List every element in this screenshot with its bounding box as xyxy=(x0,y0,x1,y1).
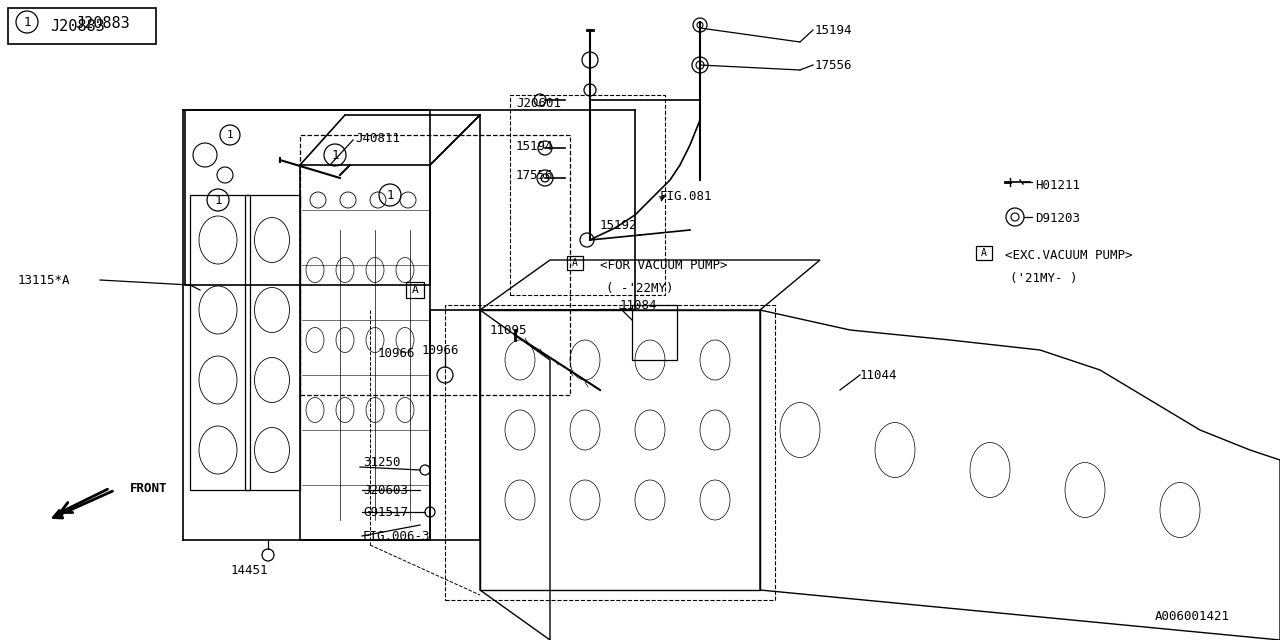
Text: ( -'22MY): ( -'22MY) xyxy=(605,282,673,294)
Text: FIG.006-3: FIG.006-3 xyxy=(364,529,430,543)
Bar xyxy=(300,135,570,395)
Text: 1: 1 xyxy=(214,193,221,207)
Bar xyxy=(977,246,992,260)
Text: ('21MY- ): ('21MY- ) xyxy=(1010,271,1078,285)
Text: 10966: 10966 xyxy=(422,344,460,356)
Text: 15194: 15194 xyxy=(815,24,852,36)
Bar xyxy=(509,95,666,295)
Bar xyxy=(406,282,424,298)
Text: 11084: 11084 xyxy=(620,298,658,312)
Text: J20883: J20883 xyxy=(76,15,129,31)
Text: J40811: J40811 xyxy=(355,131,401,145)
Text: FIG.081: FIG.081 xyxy=(660,189,713,202)
Text: 31250: 31250 xyxy=(364,456,401,470)
Bar xyxy=(300,165,430,540)
Text: 13115*A: 13115*A xyxy=(18,273,70,287)
Text: 10966: 10966 xyxy=(378,346,416,360)
Text: 11095: 11095 xyxy=(490,323,527,337)
Text: <EXC.VACUUM PUMP>: <EXC.VACUUM PUMP> xyxy=(1005,248,1133,262)
Bar xyxy=(445,305,774,600)
Bar xyxy=(186,110,430,285)
Text: A: A xyxy=(980,248,987,258)
Text: 17556: 17556 xyxy=(516,168,553,182)
Text: 11044: 11044 xyxy=(860,369,897,381)
Text: 1: 1 xyxy=(227,130,233,140)
Text: 1: 1 xyxy=(23,15,31,29)
Text: 1: 1 xyxy=(387,189,394,202)
Text: A: A xyxy=(412,285,419,295)
Text: 15194: 15194 xyxy=(516,140,553,152)
Text: J20601: J20601 xyxy=(516,97,561,109)
Text: 1: 1 xyxy=(332,148,339,161)
Text: 17556: 17556 xyxy=(815,58,852,72)
Text: G91517: G91517 xyxy=(364,506,408,520)
Text: H01211: H01211 xyxy=(1036,179,1080,191)
Text: A: A xyxy=(572,258,579,268)
Text: A006001421: A006001421 xyxy=(1155,611,1230,623)
Text: J20603: J20603 xyxy=(364,483,408,497)
Bar xyxy=(567,256,582,270)
Bar xyxy=(632,305,677,360)
Text: <FOR VACUUM PUMP>: <FOR VACUUM PUMP> xyxy=(600,259,727,271)
Text: D91203: D91203 xyxy=(1036,211,1080,225)
Text: 14451: 14451 xyxy=(230,563,268,577)
Text: J20883: J20883 xyxy=(50,19,105,33)
Text: FRONT: FRONT xyxy=(131,481,168,495)
Text: 15192: 15192 xyxy=(600,218,637,232)
Bar xyxy=(8,8,156,44)
